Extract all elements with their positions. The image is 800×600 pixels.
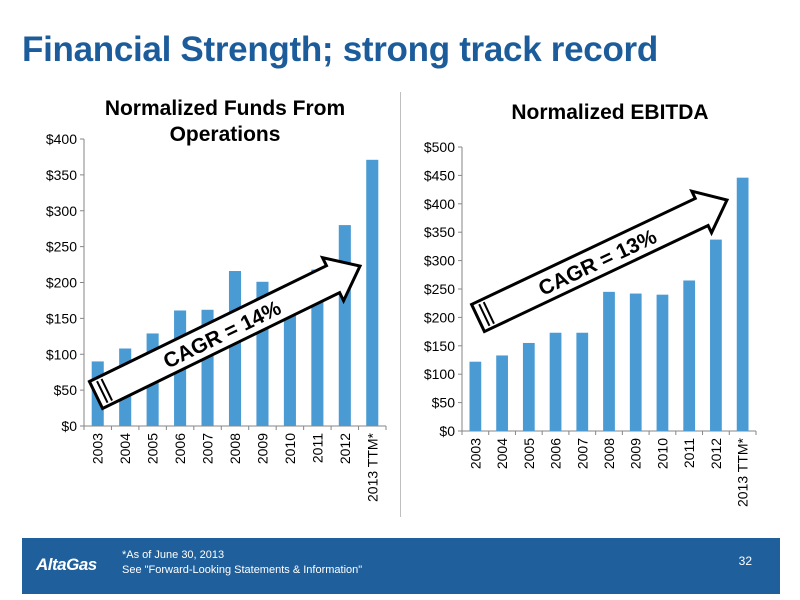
y-tick-label: $50 xyxy=(432,395,456,411)
y-tick-label: $150 xyxy=(46,310,77,326)
bar-2013-ttm- xyxy=(736,177,749,431)
bar-2011 xyxy=(683,280,696,431)
x-tick-label: 2006 xyxy=(548,438,564,469)
footer-notes: *As of June 30, 2013 See "Forward-Lookin… xyxy=(122,548,362,578)
x-tick-label: 2009 xyxy=(628,438,644,469)
cagr-arrow-shape xyxy=(469,188,730,334)
y-tick-label: $250 xyxy=(46,239,77,255)
x-tick-label: 2007 xyxy=(574,438,590,469)
cagr-arrow: CAGR = 13% xyxy=(469,188,730,334)
arrow-tail-stripe xyxy=(482,301,495,325)
y-tick-label: $350 xyxy=(46,167,77,183)
chart-title-ebitda: Normalized EBITDA xyxy=(511,101,709,124)
y-tick-label: $300 xyxy=(424,253,455,269)
slide-title: Financial Strength; strong track record xyxy=(22,30,658,69)
altagas-logo: AltaGas xyxy=(36,555,97,574)
x-tick-label: 2009 xyxy=(254,433,270,464)
y-tick-label: $300 xyxy=(46,203,77,219)
x-tick-label: 2004 xyxy=(494,438,510,469)
bar-2013-ttm- xyxy=(366,159,379,426)
cagr-label: CAGR = 13% xyxy=(535,225,661,301)
y-tick-label: $50 xyxy=(54,382,78,398)
chart-ebitda: Normalized EBITDA $0 $50 $100 $150 $200 $250 $… xyxy=(400,88,800,528)
y-tick-label: $450 xyxy=(424,167,455,183)
x-tick-label: 2006 xyxy=(172,433,188,464)
x-tick-label: 2008 xyxy=(227,433,243,464)
bar-2004 xyxy=(496,355,508,431)
chart-ffo-plot: $0 $50 $100 $150 $200 $250 $300 $350 $400 2003 200… xyxy=(46,131,387,502)
y-tick-label: $150 xyxy=(424,338,455,354)
y-tick-label: $0 xyxy=(61,418,77,434)
x-tick-label: 2012 xyxy=(337,433,353,464)
x-tick-label: 2013 TTM* xyxy=(735,437,751,507)
x-tick-label: 2005 xyxy=(521,438,537,469)
bar-2005 xyxy=(522,342,535,431)
x-tick-label: 2010 xyxy=(282,433,298,464)
bar-2011 xyxy=(311,269,324,426)
chart-ffo: Normalized Funds From Operations $0 $50 $1… xyxy=(0,88,400,528)
bar-2006 xyxy=(549,332,562,431)
x-tick-label: 2007 xyxy=(200,433,216,464)
y-tick-label: $250 xyxy=(424,281,455,297)
x-tick-label: 2010 xyxy=(654,438,670,469)
cagr-arrow-shape xyxy=(87,255,363,411)
x-tick-label: 2011 xyxy=(681,438,697,468)
x-tick-label: 2012 xyxy=(708,438,724,469)
bar-2007 xyxy=(576,332,589,431)
y-tick-label: $500 xyxy=(424,139,455,155)
x-tick-label: 2004 xyxy=(117,433,133,464)
x-tick-label: 2013 TTM* xyxy=(364,432,380,502)
x-tick-label: 2011 xyxy=(309,433,325,463)
x-tick-label: 2005 xyxy=(145,433,161,464)
bar-2003 xyxy=(469,361,482,431)
chart-title-ffo: Normalized Funds From Operations xyxy=(104,97,346,146)
y-tick-label: $400 xyxy=(424,196,455,212)
bar-2010 xyxy=(283,288,296,426)
x-tick-label: 2003 xyxy=(467,438,483,469)
footnote-asof: *As of June 30, 2013 xyxy=(122,549,225,561)
bar-2012 xyxy=(338,225,351,426)
y-tick-label: $200 xyxy=(424,309,455,325)
bar-2012 xyxy=(710,239,722,431)
x-tick-label: 2008 xyxy=(601,438,617,469)
arrow-tail-stripe xyxy=(478,303,491,327)
y-tick-label: $350 xyxy=(424,224,455,240)
page-number: 32 xyxy=(738,554,752,568)
cagr-arrow: CAGR = 14% xyxy=(87,255,363,411)
bar-2010 xyxy=(656,294,669,431)
arrow-tail-stripe xyxy=(96,380,109,404)
bar-2008 xyxy=(603,291,615,431)
bar-2009 xyxy=(629,293,642,431)
y-tick-label: $400 xyxy=(46,131,77,147)
x-tick-label: 2003 xyxy=(90,433,106,464)
footer-bar: AltaGas *As of June 30, 2013 See "Forwar… xyxy=(22,538,780,594)
y-tick-label: $100 xyxy=(424,366,455,382)
arrow-tail-stripe xyxy=(100,378,113,401)
y-tick-label: $100 xyxy=(46,346,77,362)
y-tick-label: $0 xyxy=(439,423,455,439)
y-tick-label: $200 xyxy=(46,275,77,291)
bar-2008 xyxy=(228,271,242,426)
chart-ebitda-plot: $0 $50 $100 $150 $200 $250 $300 $350 $400 $450 $50… xyxy=(424,139,757,507)
footnote-forward-looking: See "Forward-Looking Statements & Inform… xyxy=(122,564,363,576)
chart-divider xyxy=(400,92,401,517)
